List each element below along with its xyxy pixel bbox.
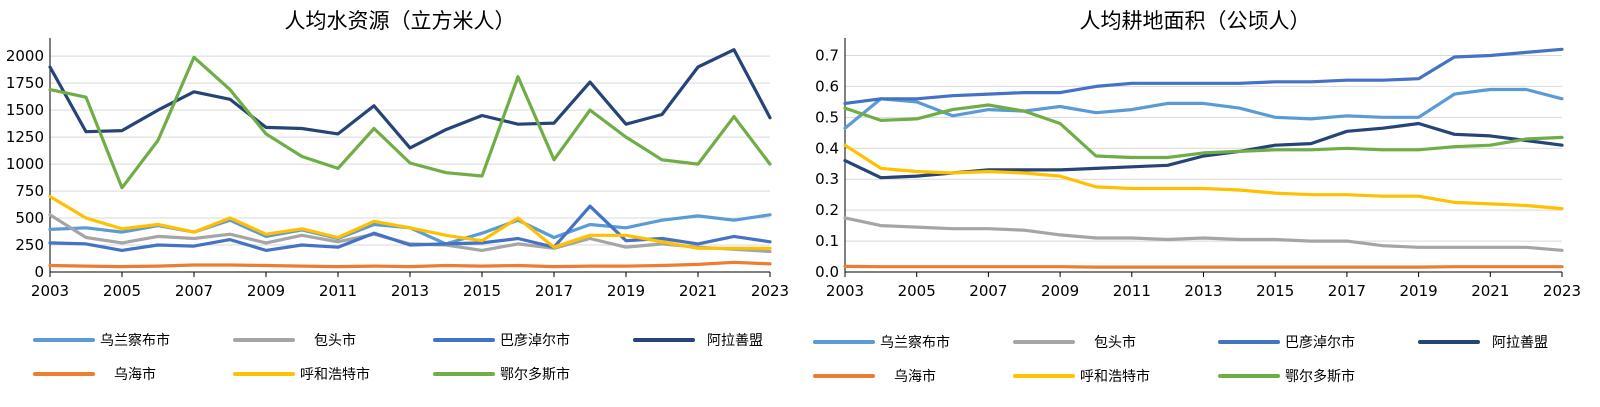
series-line-7 [843,103,1564,160]
y-tick-label: 2000 [6,47,44,65]
x-tick-label: 2023 [751,282,789,300]
y-tick-label: 0.1 [815,232,839,250]
series-line-6 [48,194,772,250]
y-tick-label: 0.0 [815,263,839,281]
legend-item: 乌海市 [33,366,156,383]
legend-label: 乌海市 [894,368,936,385]
legend-item: 包头市 [1013,334,1136,351]
legend-label: 鄂尔多斯市 [1285,368,1355,385]
legend-item: 巴彦淖尔市 [433,332,570,349]
x-tick-label: 2007 [969,282,1007,300]
y-tick-label: 500 [15,209,44,227]
chart-title: 人均水资源（立方米人） [285,9,516,33]
chart-title: 人均耕地面积（公顷人） [1080,9,1311,33]
chart-2: 人均耕地面积（公顷人） 0.0 0.1 0.2 0.3 0.4 0.5 0.6 0.7 2003 2… [813,9,1581,385]
series-line-4 [48,48,772,150]
legend-item: 阿拉善盟 [1418,335,1548,351]
x-tick-label: 2005 [103,282,141,300]
x-tick-label: 2013 [391,282,429,300]
y-tick-label: 1250 [6,128,44,146]
legend-item: 呼和浩特市 [233,366,370,383]
x-tick-label: 2021 [679,282,717,300]
x-tick-label: 2003 [826,282,864,300]
y-tick-label: 0.6 [815,77,839,95]
series-line-5 [843,264,1564,269]
x-tick-label: 2009 [247,282,285,300]
series-line-3 [843,47,1564,106]
y-tick-label: 1000 [6,155,44,173]
legend-label: 阿拉善盟 [1492,335,1548,351]
legend-label: 呼和浩特市 [1080,368,1150,385]
y-tick-label: 750 [15,182,44,200]
y-tick-label: 0.7 [815,46,839,64]
legend-label: 包头市 [314,332,356,349]
x-tick-label: 2013 [1184,282,1222,300]
legend-label: 乌海市 [114,366,156,383]
x-tick-label: 2011 [1113,282,1151,300]
x-tick-label: 2009 [1041,282,1079,300]
x-tick-label: 2019 [607,282,645,300]
legend-item: 乌兰察布市 [813,334,950,351]
x-tick-label: 2003 [31,282,69,300]
y-tick-label: 0.4 [815,139,839,157]
y-tick-label: 250 [15,236,44,254]
series-line-4 [843,121,1564,180]
x-tick-label: 2017 [1328,282,1366,300]
legend-label: 鄂尔多斯市 [500,366,570,383]
legend-label: 乌兰察布市 [100,332,170,349]
legend-item: 巴彦淖尔市 [1218,334,1355,351]
legend-item: 呼和浩特市 [1013,368,1150,385]
x-tick-label: 2023 [1543,282,1581,300]
series-line-2 [843,216,1564,252]
x-tick-label: 2007 [175,282,213,300]
legend-label: 包头市 [1094,334,1136,351]
legend-item: 乌海市 [813,368,936,385]
legend-label: 呼和浩特市 [300,366,370,383]
legend-label: 巴彦淖尔市 [1285,334,1355,351]
legend-item: 鄂尔多斯市 [1218,368,1355,385]
x-tick-label: 2017 [535,282,573,300]
legend-label: 巴彦淖尔市 [500,332,570,349]
x-tick-label: 2021 [1471,282,1509,300]
series-line-6 [843,143,1564,211]
legend-item: 乌兰察布市 [33,332,170,349]
y-tick-label: 0.3 [815,170,839,188]
chart-1: 人均水资源（立方米人） 0 250 500 750 1000 1250 1500 1750 200… [6,9,789,383]
y-tick-label: 1750 [6,74,44,92]
legend-item: 包头市 [233,332,356,349]
x-tick-label: 2011 [319,282,357,300]
legend-label: 阿拉善盟 [707,333,763,349]
x-tick-label: 2015 [463,282,501,300]
x-tick-label: 2005 [898,282,936,300]
series-line-1 [843,87,1564,130]
x-tick-label: 2019 [1400,282,1438,300]
series-line-5 [48,260,772,269]
legend-item: 鄂尔多斯市 [433,366,570,383]
legend-item: 阿拉善盟 [633,333,763,349]
y-tick-label: 0 [34,263,44,281]
y-tick-label: 0.5 [815,108,839,126]
x-tick-label: 2015 [1256,282,1294,300]
legend-label: 乌兰察布市 [880,334,950,351]
series-line-7 [48,55,772,190]
y-tick-label: 0.2 [815,201,839,219]
y-tick-label: 1500 [6,101,44,119]
